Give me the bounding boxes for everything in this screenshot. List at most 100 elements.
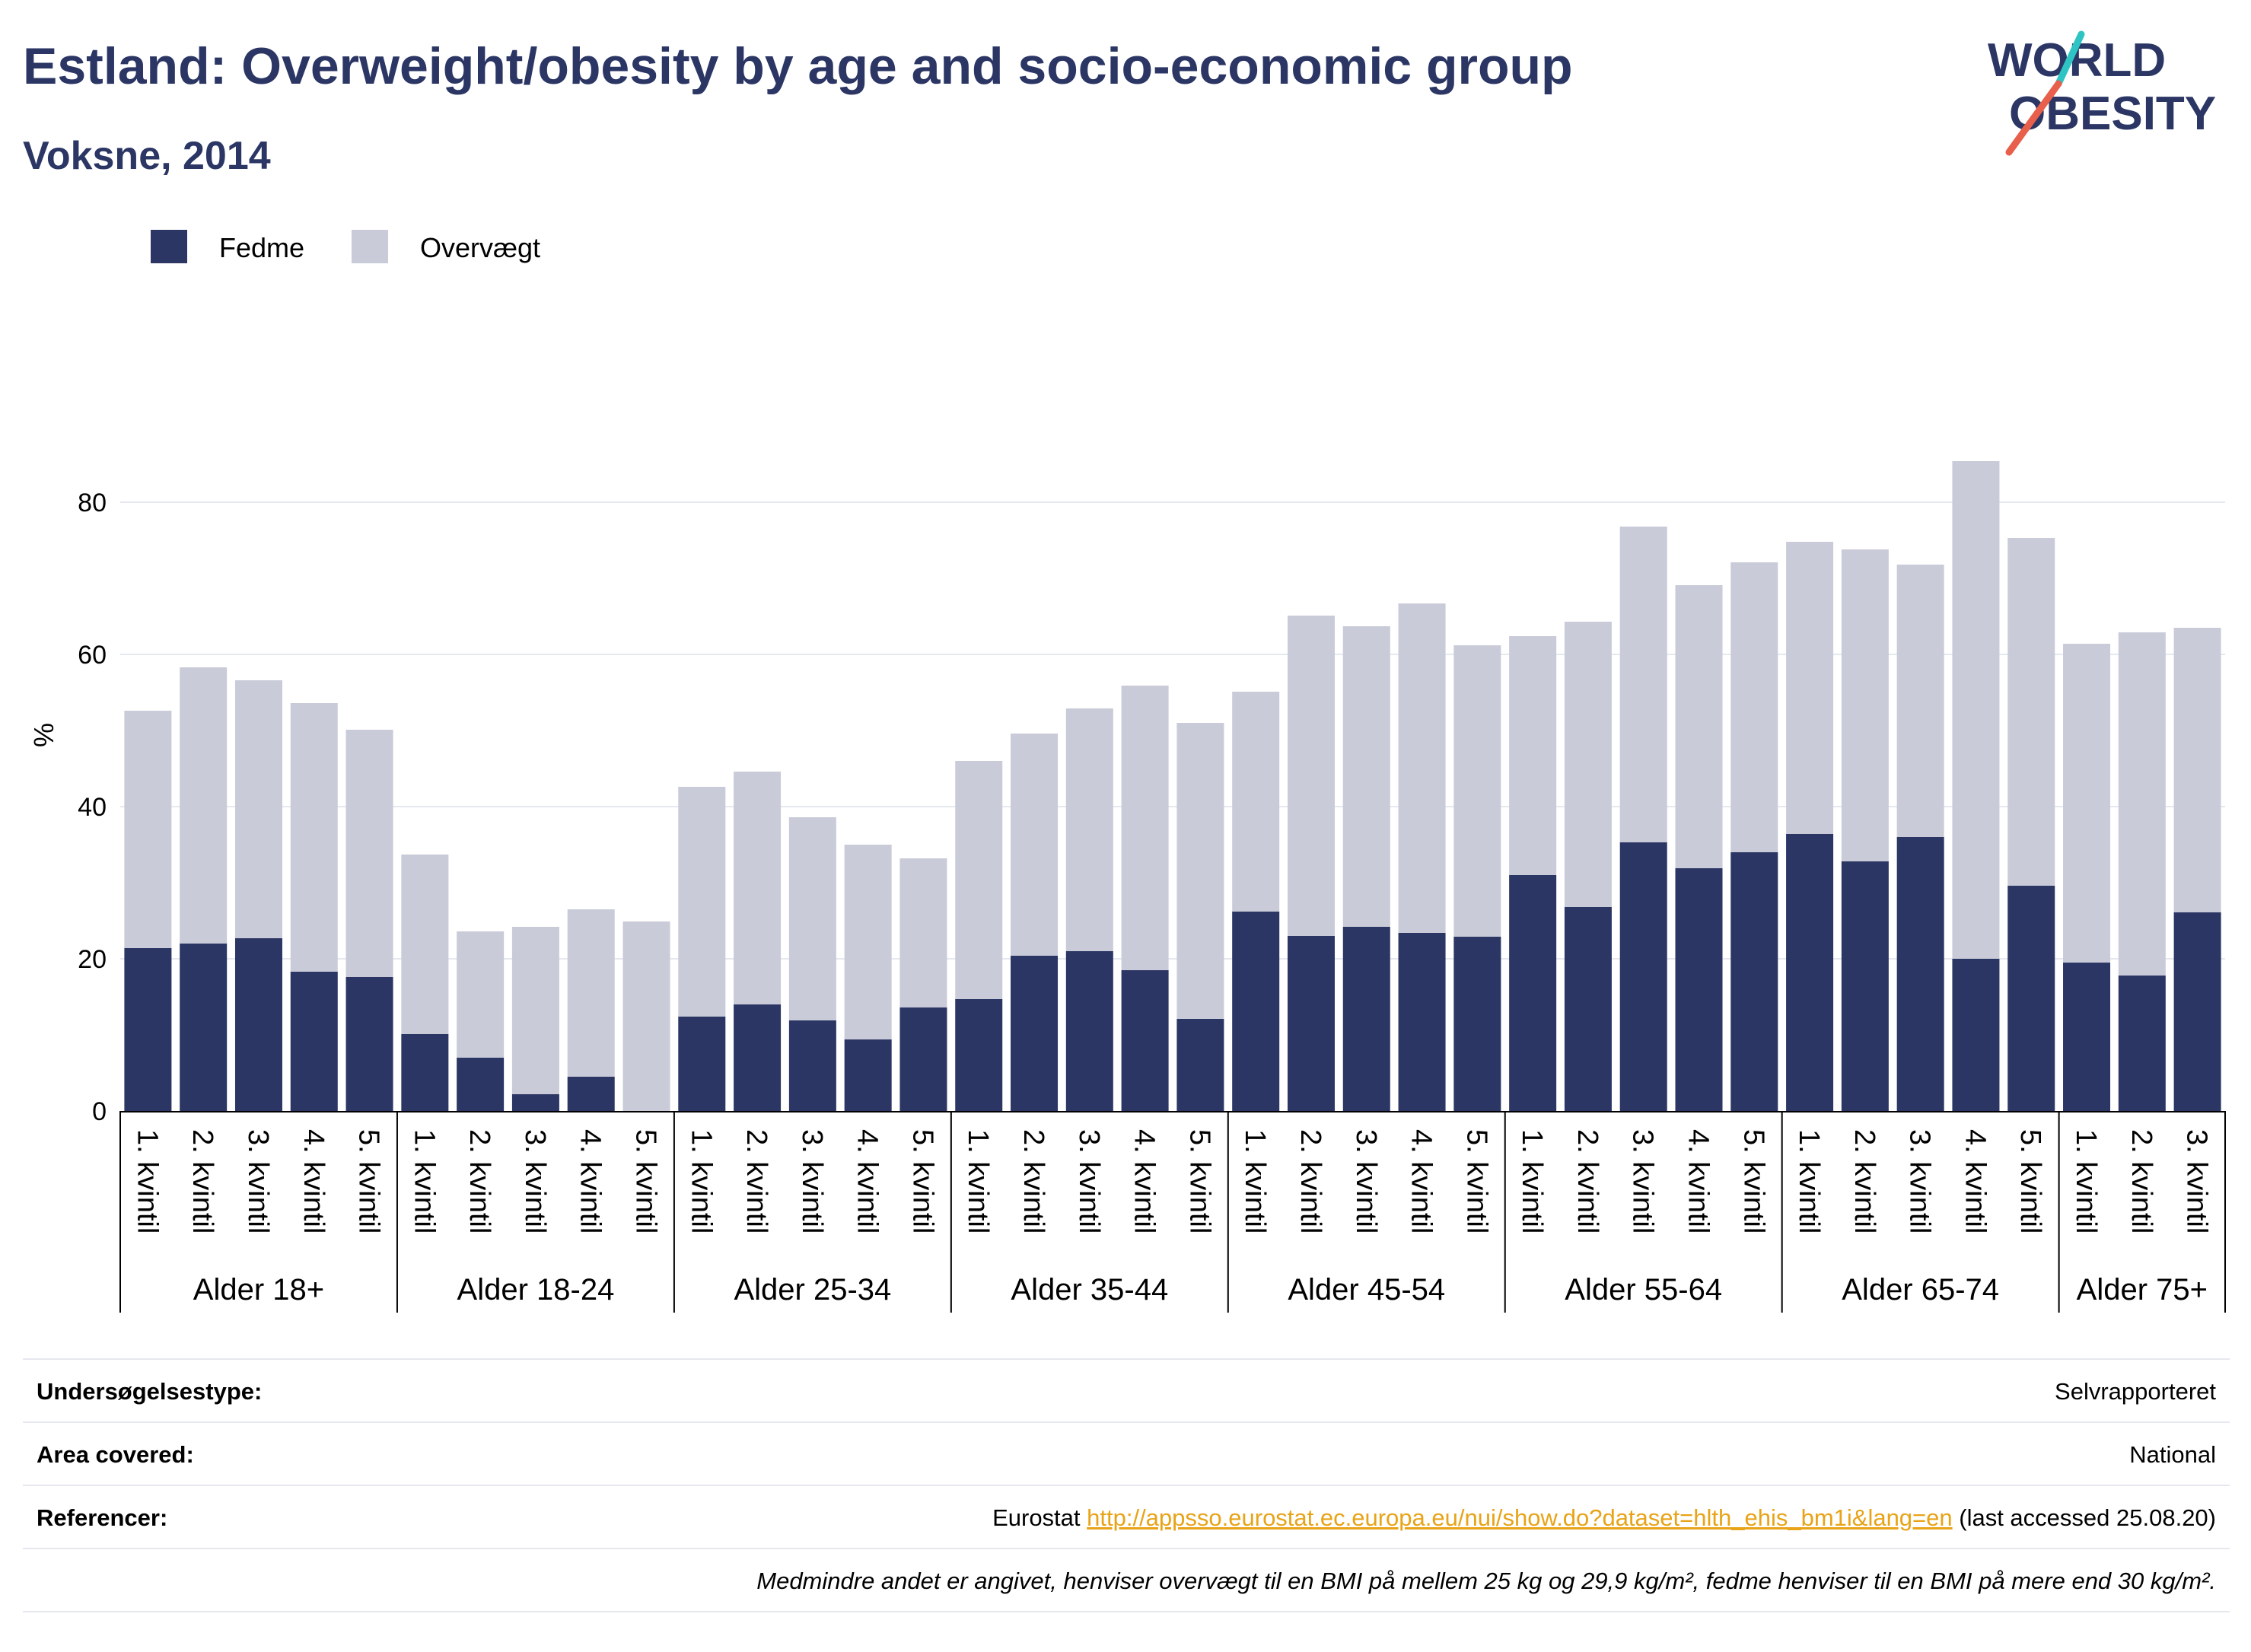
x-tick-label: 4. kvintil (852, 1129, 884, 1233)
legend-swatch-fedme (151, 230, 187, 263)
info-value: Eurostat http://appsso.eurostat.ec.europ… (992, 1504, 2216, 1532)
bar-fedme (124, 948, 172, 1111)
x-tick-label: 1. kvintil (408, 1129, 440, 1233)
bar-fedme (1509, 875, 1557, 1111)
x-tick-label: 2. kvintil (463, 1129, 495, 1233)
x-tick-label: 3. kvintil (242, 1129, 274, 1233)
bar-fedme (1619, 842, 1667, 1111)
group-label: Alder 65-74 (1842, 1273, 1999, 1307)
x-tick-label: 3. kvintil (519, 1129, 551, 1233)
bar-overvaegt (124, 711, 172, 948)
x-tick-label: 2. kvintil (1571, 1129, 1603, 1233)
x-tick-label: 2. kvintil (1848, 1129, 1880, 1233)
chart-legend: Fedme Overvægt (151, 230, 540, 263)
bar-overvaegt (955, 761, 1003, 999)
bar-fedme (734, 1004, 782, 1111)
group-label: Alder 45-54 (1288, 1273, 1445, 1307)
bar-fedme (1232, 912, 1280, 1111)
x-tick-label: 3. kvintil (1627, 1129, 1659, 1233)
logo-accent-teal (2055, 30, 2085, 88)
bar-fedme (180, 944, 228, 1111)
info-bottom-divider (23, 1611, 2230, 1612)
reference-link[interactable]: http://appsso.eurostat.ec.europa.eu/nui/… (1087, 1504, 1953, 1531)
chart-bars (124, 461, 2221, 1111)
bar-fedme (290, 972, 338, 1111)
y-axis: 0 20 40 60 80% (28, 489, 107, 1126)
info-label: Undersøgelsestype: (37, 1378, 263, 1405)
x-tick-label: 4. kvintil (298, 1129, 330, 1233)
x-tick-label: 1. kvintil (2070, 1129, 2102, 1233)
info-label: Area covered: (37, 1441, 194, 1468)
reference-source: Eurostat (992, 1504, 1087, 1531)
reference-accessed: (last accessed 25.08.20) (1952, 1504, 2216, 1531)
bar-overvaegt (567, 909, 615, 1077)
bar-overvaegt (1398, 603, 1446, 933)
bar-fedme (234, 938, 282, 1111)
legend-swatch-overvaegt (352, 230, 388, 263)
group-label: Alder 75+ (2077, 1273, 2208, 1307)
x-tick-label: 5. kvintil (1460, 1129, 1492, 1233)
bar-overvaegt (1564, 622, 1612, 907)
bar-fedme (788, 1020, 836, 1111)
y-axis-label: % (28, 723, 59, 747)
bar-overvaegt (2007, 538, 2055, 886)
bar-fedme (1065, 951, 1113, 1111)
stacked-bar-chart: Fedme Overvægt 0 20 40 60 80% 1. kvintil 2. kv… (28, 230, 2226, 1313)
x-tick-label: 1. kvintil (131, 1129, 163, 1233)
bar-overvaegt (1011, 734, 1059, 956)
x-tick-label: 3. kvintil (1904, 1129, 1936, 1233)
x-tick-label: 4. kvintil (1406, 1129, 1438, 1233)
legend-label: Fedme (219, 232, 304, 263)
bar-fedme (1287, 936, 1335, 1111)
bar-overvaegt (1896, 565, 1944, 837)
bar-fedme (567, 1077, 615, 1111)
bar-fedme (401, 1034, 449, 1111)
bar-fedme (1675, 868, 1723, 1111)
x-tick-label: 4. kvintil (1683, 1129, 1715, 1233)
bar-fedme (1398, 933, 1446, 1111)
x-tick-label: 2. kvintil (1294, 1129, 1326, 1233)
bar-overvaegt (1176, 723, 1224, 1019)
bar-overvaegt (511, 927, 559, 1094)
bar-overvaegt (1342, 626, 1390, 927)
bar-overvaegt (1509, 636, 1557, 875)
bar-fedme (1564, 907, 1612, 1111)
chart-subtitle: Voksne, 2014 (23, 134, 271, 178)
y-tick-label: 80 (78, 489, 107, 517)
bar-overvaegt (2063, 644, 2111, 963)
bar-overvaegt (1065, 708, 1113, 951)
x-tick-label: 1. kvintil (1239, 1129, 1271, 1233)
bar-fedme (1896, 837, 1944, 1111)
bar-overvaegt (788, 817, 836, 1020)
group-label: Alder 35-44 (1011, 1273, 1168, 1307)
world-obesity-logo: WORLD OBESITY (1988, 30, 2216, 156)
y-tick-label: 0 (92, 1097, 107, 1126)
info-label: Referencer: (37, 1504, 168, 1531)
bar-fedme (1952, 959, 2000, 1111)
bar-fedme (2173, 912, 2221, 1111)
bar-overvaegt (844, 845, 892, 1039)
definition-note: Medmindre andet er angivet, henviser ove… (756, 1568, 2216, 1594)
bar-overvaegt (1121, 686, 1169, 970)
bar-overvaegt (457, 931, 505, 1058)
bar-overvaegt (401, 855, 449, 1034)
bar-fedme (1121, 970, 1169, 1111)
bar-overvaegt (734, 772, 782, 1004)
bar-fedme (1786, 834, 1834, 1111)
x-tick-label: 5. kvintil (906, 1129, 938, 1233)
x-tick-label: 2. kvintil (740, 1129, 772, 1233)
x-tick-label: 2. kvintil (186, 1129, 218, 1233)
group-label: Alder 55-64 (1565, 1273, 1722, 1307)
bar-overvaegt (2118, 632, 2166, 976)
x-tick-label: 3. kvintil (1073, 1129, 1105, 1233)
x-tick-label: 3. kvintil (1350, 1129, 1382, 1233)
y-tick-label: 20 (78, 945, 107, 974)
x-tick-label: 1. kvintil (1516, 1129, 1548, 1233)
info-row-references: Referencer: Eurostat http://appsso.euros… (23, 1485, 2230, 1547)
bar-overvaegt (1232, 692, 1280, 912)
info-row-area-covered: Area covered: National (23, 1421, 2230, 1484)
bar-fedme (2118, 976, 2166, 1111)
bar-overvaegt (1730, 562, 1778, 852)
x-tick-label: 1. kvintil (685, 1129, 717, 1233)
bar-fedme (1453, 937, 1501, 1111)
